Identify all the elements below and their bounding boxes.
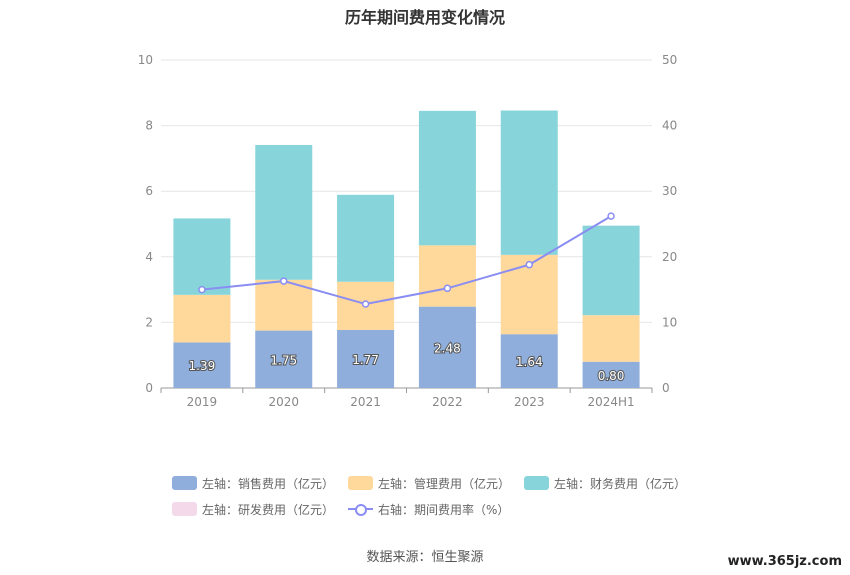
bar-sales <box>582 361 640 388</box>
bar-mgmt <box>255 279 313 331</box>
legend-label-finance: 左轴：财务费用（亿元） <box>554 476 687 491</box>
rate-line <box>201 215 612 306</box>
legend-swatch-rnd <box>172 502 197 516</box>
legend-label-sales: 左轴：销售费用（亿元） <box>202 476 335 491</box>
bar-finance <box>255 144 313 280</box>
bar-finance <box>582 225 640 316</box>
bar-finance <box>173 218 231 295</box>
data-label-sales: 0.80 <box>598 369 625 383</box>
y-right-tick-label: 0 <box>662 381 670 395</box>
chart-legend: 左轴：销售费用（亿元） 左轴：管理费用（亿元） 左轴：财务费用（亿元） 左轴：研… <box>172 472 692 524</box>
legend-row-2: 左轴：研发费用（亿元） 右轴：期间费用率（%） <box>172 498 692 520</box>
y-right-tick-label: 10 <box>662 315 677 329</box>
legend-label-rnd: 左轴：研发费用（亿元） <box>202 502 335 517</box>
bar-sales <box>418 306 476 388</box>
bar-mgmt <box>173 294 231 343</box>
y-right-tick-label: 40 <box>662 119 677 133</box>
data-label-sales: 1.39 <box>189 359 216 373</box>
bar-sales <box>173 342 231 388</box>
y-right-tick-label: 50 <box>662 53 677 67</box>
bar-sales <box>255 330 313 388</box>
data-label-sales: 2.48 <box>434 341 461 355</box>
legend-swatch-finance <box>524 476 550 490</box>
data-label-sales: 1.75 <box>270 353 297 367</box>
legend-label-mgmt: 左轴：管理费用（亿元） <box>378 476 511 491</box>
rate-point <box>198 285 206 294</box>
bar-sales <box>500 334 558 388</box>
rate-point <box>361 300 370 308</box>
data-label-sales: 1.64 <box>516 355 543 369</box>
bar-finance <box>337 194 395 282</box>
legend-row-1: 左轴：销售费用（亿元） 左轴：管理费用（亿元） 左轴：财务费用（亿元） <box>172 472 692 494</box>
x-tick-label: 2019 <box>187 395 218 409</box>
chart-plot: 0 2 4 6 8 10 0 10 20 30 40 50 2019 2020 2021 2022 2023 20… <box>138 53 678 409</box>
bar-finance <box>500 110 558 255</box>
y-left-tick-label: 0 <box>145 381 153 395</box>
y-left-tick-label: 8 <box>145 119 153 133</box>
legend-item-rnd[interactable]: 左轴：研发费用（亿元） <box>172 501 334 518</box>
y-left-tick-label: 2 <box>145 315 153 329</box>
rate-point <box>443 284 452 293</box>
legend-swatch-sales <box>172 476 197 490</box>
chart-title: 历年期间费用变化情况 <box>344 8 505 27</box>
y-left-tick-label: 6 <box>145 184 153 198</box>
legend-item-finance[interactable]: 左轴：财务费用（亿元） <box>524 475 686 492</box>
legend-label-rate: 右轴：期间费用率（%） <box>378 502 510 517</box>
bar-sales <box>337 329 395 388</box>
y-right-tick-label: 30 <box>662 184 677 198</box>
x-tick-label: 2023 <box>514 395 545 409</box>
watermark: www.365jz.com <box>727 554 842 569</box>
y-left-tick-label: 4 <box>145 250 153 264</box>
legend-item-mgmt[interactable]: 左轴：管理费用（亿元） <box>348 475 510 492</box>
rate-point <box>607 212 615 220</box>
bar-finance <box>418 110 476 246</box>
bar-mgmt <box>418 245 476 307</box>
x-tick-label: 2022 <box>432 395 463 409</box>
rate-point <box>280 277 288 285</box>
legend-swatch-mgmt <box>348 476 374 490</box>
bar-mgmt <box>582 315 640 362</box>
legend-swatch-rate <box>348 502 374 516</box>
x-tick-label: 2024H1 <box>587 395 634 409</box>
x-tick-label: 2020 <box>268 395 299 409</box>
y-right-tick-label: 20 <box>662 250 677 264</box>
x-tick-label: 2021 <box>350 395 381 409</box>
data-source: 数据来源：恒生聚源 <box>366 550 484 565</box>
rate-point <box>525 260 533 269</box>
legend-item-sales[interactable]: 左轴：销售费用（亿元） <box>172 475 334 492</box>
y-left-tick-label: 10 <box>138 53 153 67</box>
legend-item-rate[interactable]: 右轴：期间费用率（%） <box>348 501 509 518</box>
data-label-sales: 1.77 <box>352 353 379 367</box>
